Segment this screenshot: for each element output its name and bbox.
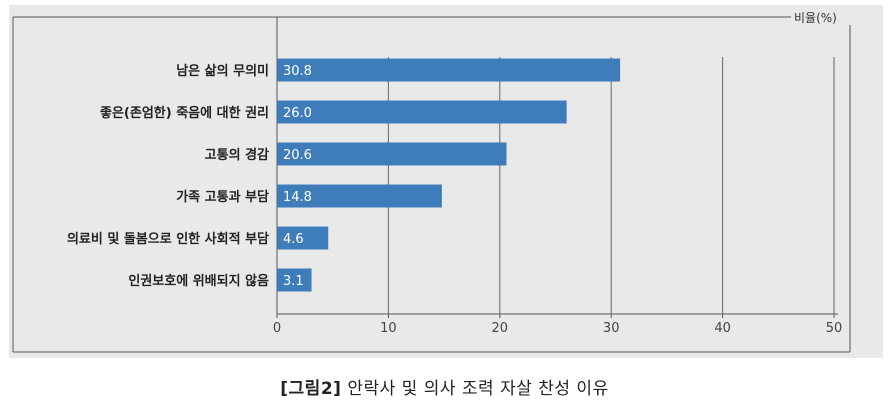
value-label: 20.6 xyxy=(283,148,312,163)
chart-background: 비율(%) 0 10 20 30 40 50 남은 삶의 무의미 30.8 좋은(존엄한) 죽음에… xyxy=(9,5,883,358)
value-label: 14.8 xyxy=(283,190,312,205)
bar xyxy=(277,184,442,208)
x-tick-label: 10 xyxy=(380,321,397,336)
bar-chart: 비율(%) 0 10 20 30 40 50 남은 삶의 무의미 30.8 좋은(존엄한) 죽음에… xyxy=(12,11,851,353)
category-label: 좋은(존엄한) 죽음에 대한 권리 xyxy=(100,105,269,121)
category-label: 고통의 경감 xyxy=(205,147,269,163)
bar xyxy=(277,142,507,166)
value-label: 26.0 xyxy=(283,106,312,121)
figure-caption: [그림2] 안락사 및 의사 조력 자살 찬성 이유 xyxy=(0,374,889,399)
x-tick-label: 30 xyxy=(603,321,620,336)
bar xyxy=(277,226,329,250)
x-tick-label: 20 xyxy=(492,321,509,336)
category-label: 남은 삶의 무의미 xyxy=(176,63,269,79)
caption-tag: [그림2] xyxy=(280,379,342,399)
bar xyxy=(277,58,621,82)
x-tick-label: 50 xyxy=(826,321,843,336)
category-label: 인권보호에 위배되지 않음 xyxy=(128,273,269,289)
bar xyxy=(277,100,567,124)
x-tick-label: 0 xyxy=(273,321,281,336)
value-label: 30.8 xyxy=(283,64,312,79)
x-tick-label: 40 xyxy=(714,321,731,336)
bar xyxy=(277,268,312,292)
unit-label: 비율(%) xyxy=(794,11,837,25)
value-label: 3.1 xyxy=(283,274,304,289)
caption-text: 안락사 및 의사 조력 자살 찬성 이유 xyxy=(347,379,609,399)
category-label: 의료비 및 돌봄으로 인한 사회적 부담 xyxy=(67,231,269,247)
category-label: 가족 고통과 부담 xyxy=(176,190,269,205)
value-label: 4.6 xyxy=(283,232,304,247)
